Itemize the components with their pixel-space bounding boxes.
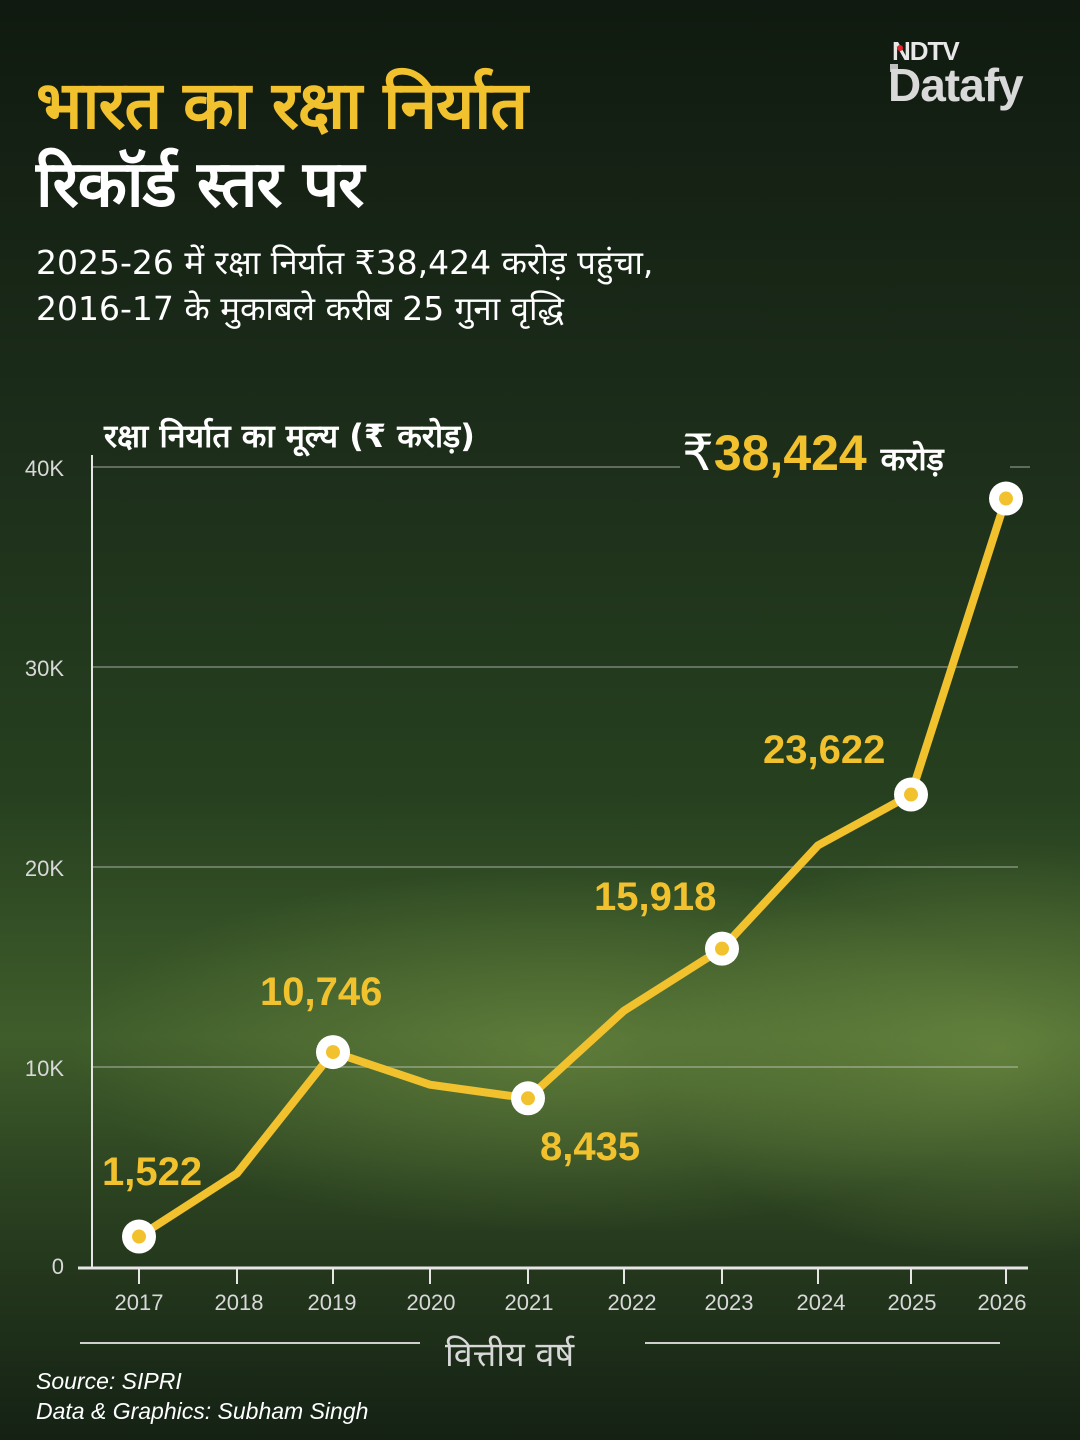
credit-note: Data & Graphics: Subham Singh bbox=[36, 1398, 369, 1424]
data-label-2021: 8,435 bbox=[540, 1125, 641, 1169]
x-tick-2019: 2019 bbox=[307, 1290, 357, 1315]
x-tick-2021: 2021 bbox=[504, 1290, 554, 1315]
x-ticks bbox=[138, 1268, 1007, 1284]
data-label-2023: 15,918 bbox=[594, 875, 717, 919]
subtitle-line1: 2025-26 में रक्षा निर्यात ₹38,424 करोड़ … bbox=[36, 243, 654, 282]
y-tick-40k: 40K bbox=[24, 456, 64, 481]
x-tick-2026: 2026 bbox=[977, 1290, 1027, 1315]
subtitle-line2: 2016-17 के मुकाबले करीब 25 गुना वृद्धि bbox=[36, 289, 564, 328]
markers bbox=[122, 481, 1023, 1254]
x-tick-2023: 2023 bbox=[704, 1290, 754, 1315]
series-line bbox=[135, 494, 1010, 1241]
x-axis-title: वित्तीय वर्ष bbox=[445, 1335, 575, 1375]
x-tick-2017: 2017 bbox=[114, 1290, 164, 1315]
subtitle: 2025-26 में रक्षा निर्यात ₹38,424 करोड़ … bbox=[36, 240, 653, 332]
highlight-value: ₹38,424 करोड़ bbox=[682, 424, 944, 482]
rupee-symbol: ₹ bbox=[682, 425, 714, 481]
datafy-logo: Datafy bbox=[888, 59, 1024, 111]
source-note: Source: SIPRI bbox=[36, 1368, 182, 1394]
data-point-marker bbox=[894, 777, 928, 812]
data-point-marker bbox=[705, 931, 739, 966]
logo-red-dot-icon bbox=[897, 45, 903, 51]
x-tick-2020: 2020 bbox=[406, 1290, 456, 1315]
title-line2: रिकॉर्ड स्तर पर bbox=[36, 148, 364, 222]
y-axis-title: रक्षा निर्यात का मूल्य (₹ करोड़) bbox=[104, 417, 475, 455]
logo-square-icon bbox=[890, 64, 898, 72]
data-point-marker bbox=[989, 481, 1023, 516]
data-label-2019: 10,746 bbox=[260, 970, 383, 1014]
x-tick-2022: 2022 bbox=[607, 1290, 657, 1315]
x-tick-2018: 2018 bbox=[214, 1290, 264, 1315]
y-tick-0: 0 bbox=[51, 1254, 64, 1279]
y-tick-10k: 10K bbox=[24, 1056, 64, 1081]
x-tick-2025: 2025 bbox=[887, 1290, 937, 1315]
gridlines bbox=[92, 466, 1030, 1068]
highlight-unit: करोड़ bbox=[880, 440, 944, 478]
data-point-marker bbox=[122, 1219, 156, 1254]
title-line1: भारत का रक्षा निर्यात bbox=[36, 67, 528, 144]
y-tick-30k: 30K bbox=[24, 656, 64, 681]
x-tick-2024: 2024 bbox=[796, 1290, 846, 1315]
y-tick-20k: 20K bbox=[24, 856, 64, 881]
data-point-marker bbox=[316, 1035, 350, 1070]
ndtv-logo: NDTV bbox=[892, 36, 960, 66]
highlight-number: 38,424 bbox=[713, 425, 867, 481]
data-label-2017: 1,522 bbox=[102, 1150, 203, 1194]
data-point-marker bbox=[511, 1081, 545, 1116]
data-label-2025: 23,622 bbox=[763, 728, 886, 772]
